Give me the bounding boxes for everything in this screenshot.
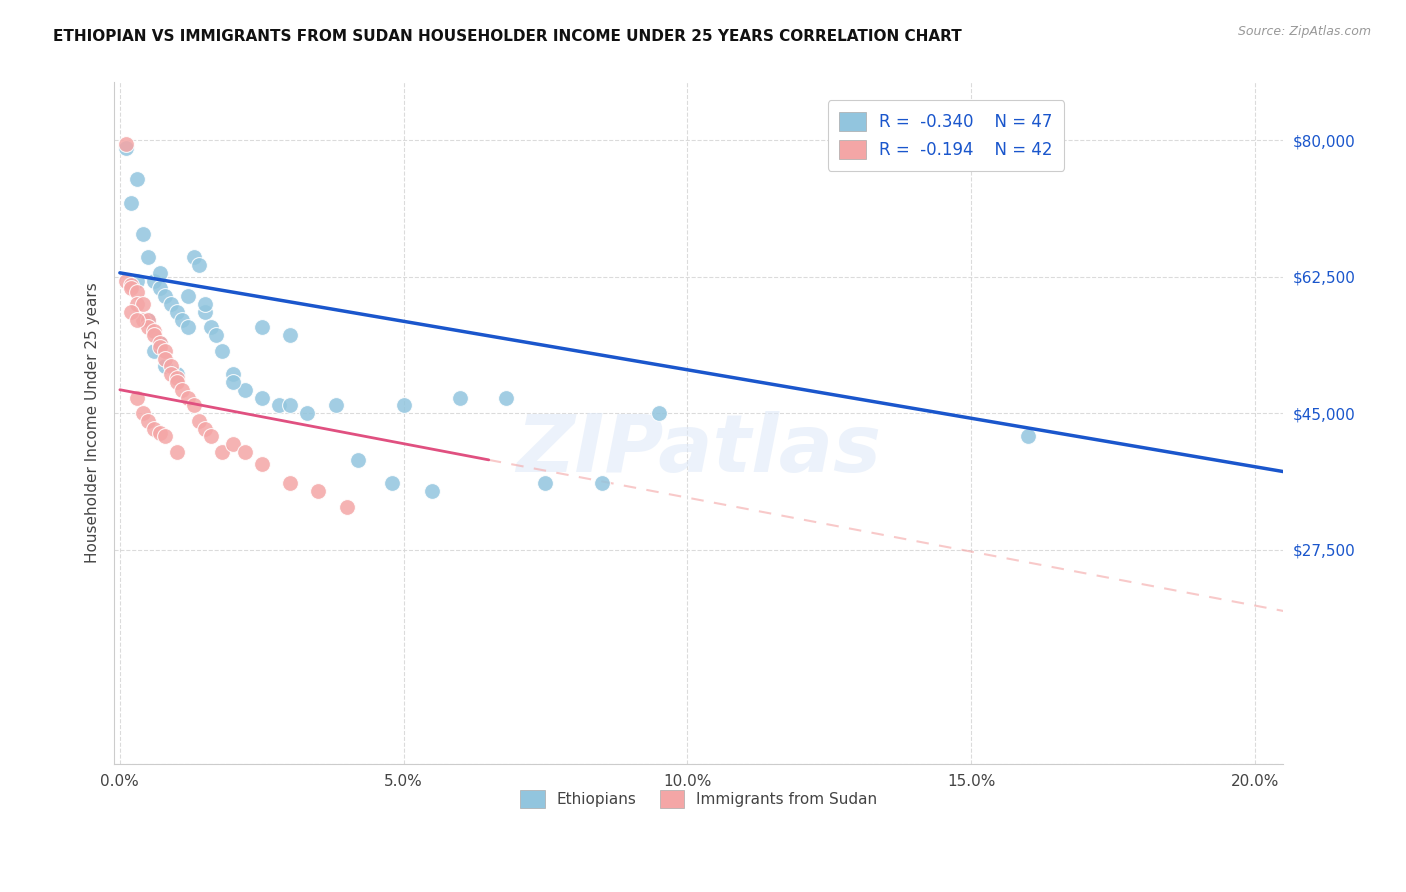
Point: [336, 500, 359, 514]
Point: [295, 406, 318, 420]
Point: [149, 281, 172, 295]
Point: [278, 328, 301, 343]
Point: [183, 250, 205, 264]
Point: [166, 375, 188, 389]
Point: [449, 391, 471, 405]
Point: [278, 398, 301, 412]
Point: [131, 297, 153, 311]
Point: [142, 274, 165, 288]
Point: [194, 422, 217, 436]
Point: [188, 258, 211, 272]
Point: [222, 367, 245, 381]
Point: [155, 429, 177, 443]
Point: [155, 359, 177, 374]
Point: [211, 445, 233, 459]
Point: [200, 429, 222, 443]
Point: [250, 457, 273, 471]
Point: [149, 336, 172, 351]
Point: [125, 391, 148, 405]
Point: [149, 266, 172, 280]
Point: [177, 391, 200, 405]
Point: [172, 312, 194, 326]
Point: [166, 367, 188, 381]
Point: [136, 312, 159, 326]
Point: [120, 195, 142, 210]
Point: [211, 343, 233, 358]
Point: [648, 406, 671, 420]
Point: [142, 343, 165, 358]
Point: [149, 336, 172, 351]
Legend: Ethiopians, Immigrants from Sudan: Ethiopians, Immigrants from Sudan: [515, 784, 883, 814]
Point: [114, 137, 136, 152]
Point: [267, 398, 290, 412]
Point: [125, 285, 148, 300]
Point: [177, 320, 200, 334]
Text: ZIPatlas: ZIPatlas: [516, 411, 882, 489]
Point: [149, 340, 172, 354]
Point: [131, 406, 153, 420]
Point: [420, 484, 443, 499]
Point: [534, 476, 557, 491]
Point: [347, 453, 370, 467]
Point: [142, 324, 165, 338]
Point: [495, 391, 517, 405]
Point: [250, 391, 273, 405]
Point: [149, 425, 172, 440]
Point: [325, 398, 347, 412]
Point: [205, 328, 228, 343]
Point: [233, 445, 256, 459]
Point: [160, 367, 183, 381]
Point: [142, 422, 165, 436]
Point: [392, 398, 415, 412]
Point: [250, 320, 273, 334]
Text: Source: ZipAtlas.com: Source: ZipAtlas.com: [1237, 25, 1371, 38]
Point: [381, 476, 404, 491]
Point: [136, 250, 159, 264]
Point: [308, 484, 330, 499]
Point: [131, 227, 153, 241]
Point: [160, 297, 183, 311]
Point: [233, 383, 256, 397]
Point: [114, 141, 136, 155]
Point: [120, 277, 142, 292]
Point: [114, 274, 136, 288]
Point: [160, 359, 183, 374]
Point: [166, 445, 188, 459]
Point: [136, 320, 159, 334]
Point: [194, 305, 217, 319]
Point: [142, 328, 165, 343]
Point: [131, 312, 153, 326]
Point: [222, 437, 245, 451]
Point: [125, 274, 148, 288]
Point: [155, 289, 177, 303]
Point: [155, 351, 177, 366]
Point: [194, 297, 217, 311]
Point: [188, 414, 211, 428]
Point: [125, 297, 148, 311]
Point: [591, 476, 613, 491]
Point: [120, 305, 142, 319]
Text: ETHIOPIAN VS IMMIGRANTS FROM SUDAN HOUSEHOLDER INCOME UNDER 25 YEARS CORRELATION: ETHIOPIAN VS IMMIGRANTS FROM SUDAN HOUSE…: [53, 29, 962, 44]
Point: [1017, 429, 1039, 443]
Point: [155, 343, 177, 358]
Point: [166, 371, 188, 385]
Point: [136, 414, 159, 428]
Point: [166, 305, 188, 319]
Point: [125, 172, 148, 186]
Point: [120, 281, 142, 295]
Point: [278, 476, 301, 491]
Point: [172, 383, 194, 397]
Point: [183, 398, 205, 412]
Point: [200, 320, 222, 334]
Y-axis label: Householder Income Under 25 years: Householder Income Under 25 years: [86, 283, 100, 563]
Point: [125, 312, 148, 326]
Point: [222, 375, 245, 389]
Point: [136, 312, 159, 326]
Point: [177, 289, 200, 303]
